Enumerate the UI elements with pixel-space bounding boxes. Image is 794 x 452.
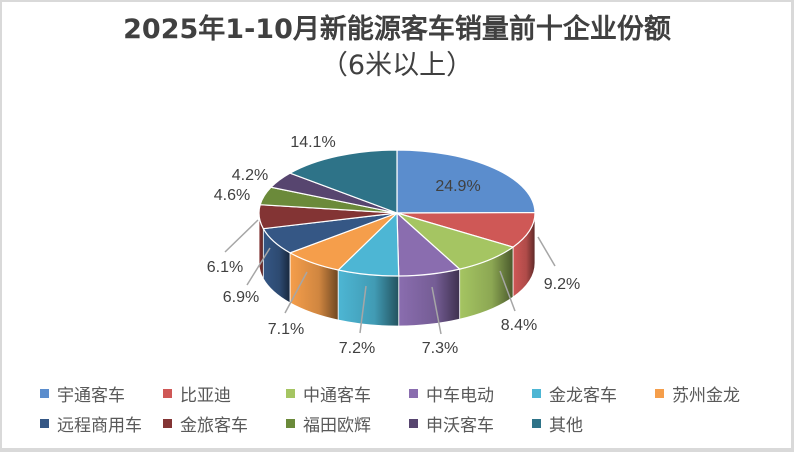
legend-label: 苏州金龙 [672,385,740,406]
pie-side-3 [398,268,461,327]
legend-label: 金旅客车 [180,415,248,436]
data-label: 24.9% [435,178,480,195]
data-label: 7.2% [339,340,375,357]
legend-label: 宇通客车 [57,385,125,406]
legend-swatch-icon [40,388,49,398]
legend-swatch-icon [40,418,49,428]
legend-swatch-icon [286,418,295,428]
pie-side-4 [337,269,400,327]
legend-label: 福田欧辉 [303,415,371,436]
legend-item[interactable]: 苏州金龙 [655,381,778,406]
legend-label: 申沃客车 [426,415,494,436]
legend-item[interactable]: 远程商用车 [40,411,163,436]
pie-slice-其他[interactable] [288,149,398,214]
legend-swatch-icon [286,388,295,398]
legend-swatch-icon [532,418,541,428]
data-label: 8.4% [501,317,537,334]
legend-swatch-icon [163,388,172,398]
legend-label: 中通客车 [303,385,371,406]
legend-label: 远程商用车 [57,415,142,436]
chart-title: 2025年1-10月新能源客车销量前十企业份额 （6米以上） [0,12,794,84]
leader-line [537,236,556,267]
data-label: 6.9% [223,289,259,306]
data-label: 14.1% [290,134,335,151]
legend-label: 其他 [549,415,583,436]
leader-line [359,285,367,334]
leader-line [224,219,259,253]
legend-label: 金龙客车 [549,385,617,406]
legend-label: 比亚迪 [180,385,231,406]
data-label: 4.6% [214,187,250,204]
leader-line [246,247,271,286]
data-label: 7.1% [268,321,304,338]
legend-item[interactable]: 金龙客车 [532,381,655,406]
chart-legend: 宇通客车 比亚迪 中通客车 中车电动 金龙客车 苏州金龙远程商用车 金旅客车 福田欧辉 申沃客车… [40,378,780,438]
data-label: 4.2% [232,167,268,184]
legend-item[interactable]: 中通客车 [286,381,409,406]
leader-line [499,270,516,312]
legend-item[interactable]: 比亚迪 [163,381,286,406]
legend-item[interactable]: 福田欧辉 [286,411,409,436]
chart-title-line2: （6米以上） [320,50,474,81]
legend-row: 宇通客车 比亚迪 中通客车 中车电动 金龙客车 苏州金龙 [40,378,780,408]
pie-slice-比亚迪[interactable] [396,212,536,248]
legend-swatch-icon [409,418,418,428]
legend-swatch-icon [532,388,541,398]
leader-line [431,286,442,335]
legend-item[interactable]: 中车电动 [409,381,532,406]
chart-title-line1: 2025年1-10月新能源客车销量前十企业份额 [123,14,671,45]
legend-label: 中车电动 [426,385,494,406]
legend-item[interactable]: 金旅客车 [163,411,286,436]
legend-item[interactable]: 其他 [532,411,655,436]
legend-swatch-icon [163,418,172,428]
legend-swatch-icon [409,388,418,398]
legend-item[interactable]: 宇通客车 [40,381,163,406]
data-label: 6.1% [207,259,243,276]
legend-row: 远程商用车 金旅客车 福田欧辉 申沃客车 其他 [40,408,780,438]
legend-swatch-icon [655,388,664,398]
data-label: 9.2% [544,276,580,293]
data-label: 7.3% [422,340,458,357]
leader-line [284,271,308,314]
pie-slice-宇通客车[interactable] [396,149,536,214]
legend-item[interactable]: 申沃客车 [409,411,532,436]
